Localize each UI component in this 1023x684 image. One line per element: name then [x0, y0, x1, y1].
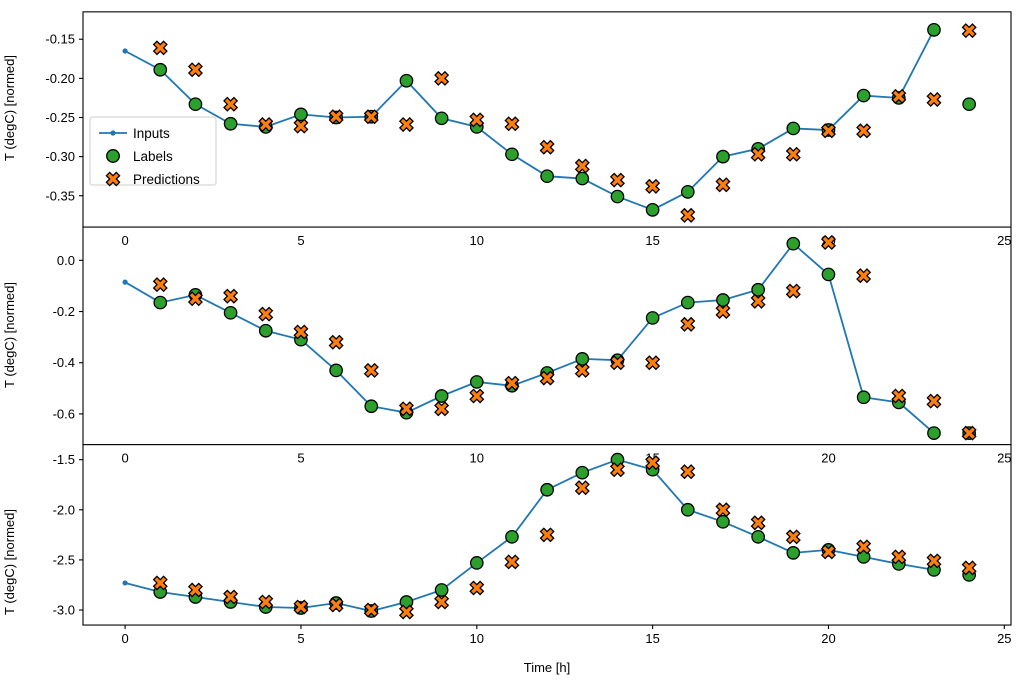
svg-text:10: 10 — [470, 451, 484, 466]
svg-text:20: 20 — [821, 451, 835, 466]
svg-text:-1.5: -1.5 — [53, 452, 75, 467]
svg-text:0.0: 0.0 — [57, 253, 75, 268]
svg-text:0: 0 — [121, 631, 128, 646]
svg-text:-0.20: -0.20 — [45, 71, 75, 86]
svg-text:-0.2: -0.2 — [53, 304, 75, 319]
svg-text:T (degC) [normed]: T (degC) [normed] — [2, 55, 17, 161]
svg-text:Time [h]: Time [h] — [524, 660, 570, 675]
svg-text:-3.0: -3.0 — [53, 603, 75, 618]
svg-text:Inputs: Inputs — [133, 126, 170, 141]
svg-text:-0.15: -0.15 — [45, 32, 75, 47]
svg-text:5: 5 — [297, 233, 304, 248]
svg-text:5: 5 — [297, 631, 304, 646]
svg-text:15: 15 — [645, 233, 659, 248]
svg-text:0: 0 — [121, 233, 128, 248]
svg-text:Labels: Labels — [133, 149, 173, 164]
svg-text:T (degC) [normed]: T (degC) [normed] — [2, 282, 17, 388]
svg-text:20: 20 — [821, 631, 835, 646]
svg-text:-0.6: -0.6 — [53, 406, 75, 421]
svg-text:15: 15 — [645, 631, 659, 646]
svg-text:-2.5: -2.5 — [53, 552, 75, 567]
svg-text:-0.4: -0.4 — [53, 355, 75, 370]
svg-text:5: 5 — [297, 451, 304, 466]
svg-text:0: 0 — [121, 451, 128, 466]
svg-text:10: 10 — [470, 233, 484, 248]
svg-text:Predictions: Predictions — [133, 172, 200, 187]
svg-text:-0.25: -0.25 — [45, 110, 75, 125]
svg-text:-0.35: -0.35 — [45, 188, 75, 203]
svg-text:-0.30: -0.30 — [45, 149, 75, 164]
svg-text:25: 25 — [997, 631, 1011, 646]
svg-text:25: 25 — [997, 451, 1011, 466]
svg-text:10: 10 — [470, 631, 484, 646]
svg-text:T (degC) [normed]: T (degC) [normed] — [2, 509, 17, 615]
svg-text:-2.0: -2.0 — [53, 502, 75, 517]
svg-text:25: 25 — [997, 233, 1011, 248]
